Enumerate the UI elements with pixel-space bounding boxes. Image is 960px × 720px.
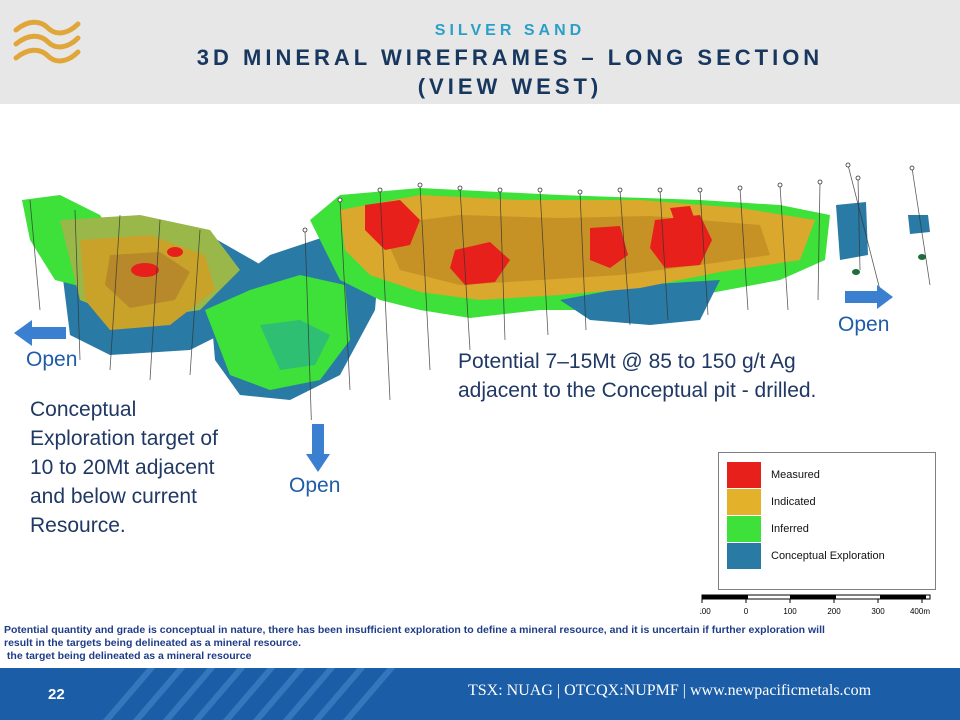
slide-header: SILVER SAND 3D MINERAL WIREFRAMES – LONG… [0, 0, 960, 104]
scale-bar: 100 0 100 200 300 400m [700, 594, 931, 616]
conceptual-annotation-line: and below current [30, 485, 197, 508]
long-section-wireframe-image [22, 162, 931, 420]
arrow-down-icon [306, 424, 330, 472]
footer-stripes-decoration [102, 668, 396, 720]
legend-label: Conceptual Exploration [771, 550, 885, 562]
disclaimer-text: Potential quantity and grade is conceptu… [4, 624, 954, 663]
conceptual-annotation-line: Resource. [30, 514, 126, 537]
scale-tick: 300 [871, 607, 885, 616]
page-number: 22 [48, 686, 65, 703]
legend-item-measured: Measured [727, 462, 927, 488]
scale-tick: 0 [744, 607, 749, 616]
disclaimer-line-1: Potential quantity and grade is conceptu… [4, 624, 825, 636]
legend-label: Measured [771, 469, 820, 481]
legend-item-indicated: Indicated [727, 489, 927, 515]
conceptual-annotation-line: Exploration target of [30, 427, 218, 450]
footer-ticker-text: TSX: NUAG | OTCQX:NUPMF | www.newpacific… [468, 682, 872, 699]
slide-subtitle: SILVER SAND [434, 22, 586, 39]
arrow-left-icon [14, 320, 66, 346]
scale-tick: 100 [783, 607, 797, 616]
legend-item-inferred: Inferred [727, 516, 927, 542]
open-label-right: Open [838, 313, 890, 336]
legend-swatch-inferred [727, 516, 761, 542]
legend-label: Indicated [771, 496, 816, 508]
legend-swatch-conceptual-exploration [727, 543, 761, 569]
potential-annotation-line-2: adjacent to the Conceptual pit - drilled… [458, 379, 817, 402]
legend-item-conceptual-exploration: Conceptual Exploration [727, 543, 927, 569]
scale-tick: 200 [827, 607, 841, 616]
arrow-right-icon [845, 285, 893, 309]
open-label-bottom: Open [289, 474, 341, 497]
conceptual-annotation: Conceptual Exploration target of 10 to 2… [30, 395, 218, 540]
potential-annotation-line-1: Potential 7–15Mt @ 85 to 150 g/t Ag [458, 350, 796, 373]
legend-swatch-indicated [727, 489, 761, 515]
disclaimer-line-2: result in the targets being delineated a… [4, 637, 302, 649]
conceptual-annotation-line: Conceptual [30, 398, 137, 421]
conceptual-annotation-line: 10 to 20Mt adjacent [30, 456, 215, 479]
potential-annotation: Potential 7–15Mt @ 85 to 150 g/t Ag adja… [458, 347, 816, 405]
disclaimer-line-3: the target being delineated as a mineral… [4, 650, 252, 662]
scale-tick: 100 [700, 607, 711, 616]
scale-tick: 400m [910, 607, 930, 616]
slide-footer: 22 TSX: NUAG | OTCQX:NUPMF | www.newpaci… [0, 668, 960, 720]
legend-label: Inferred [771, 523, 809, 535]
open-label-left: Open [26, 348, 78, 371]
slide-title-line-2: (VIEW WEST) [417, 74, 603, 99]
legend: Measured Indicated Inferred Conceptual E… [718, 452, 936, 590]
legend-swatch-measured [727, 462, 761, 488]
slide-title-line-1: 3D MINERAL WIREFRAMES – LONG SECTION [196, 45, 824, 70]
wave-logo-icon [13, 19, 81, 64]
